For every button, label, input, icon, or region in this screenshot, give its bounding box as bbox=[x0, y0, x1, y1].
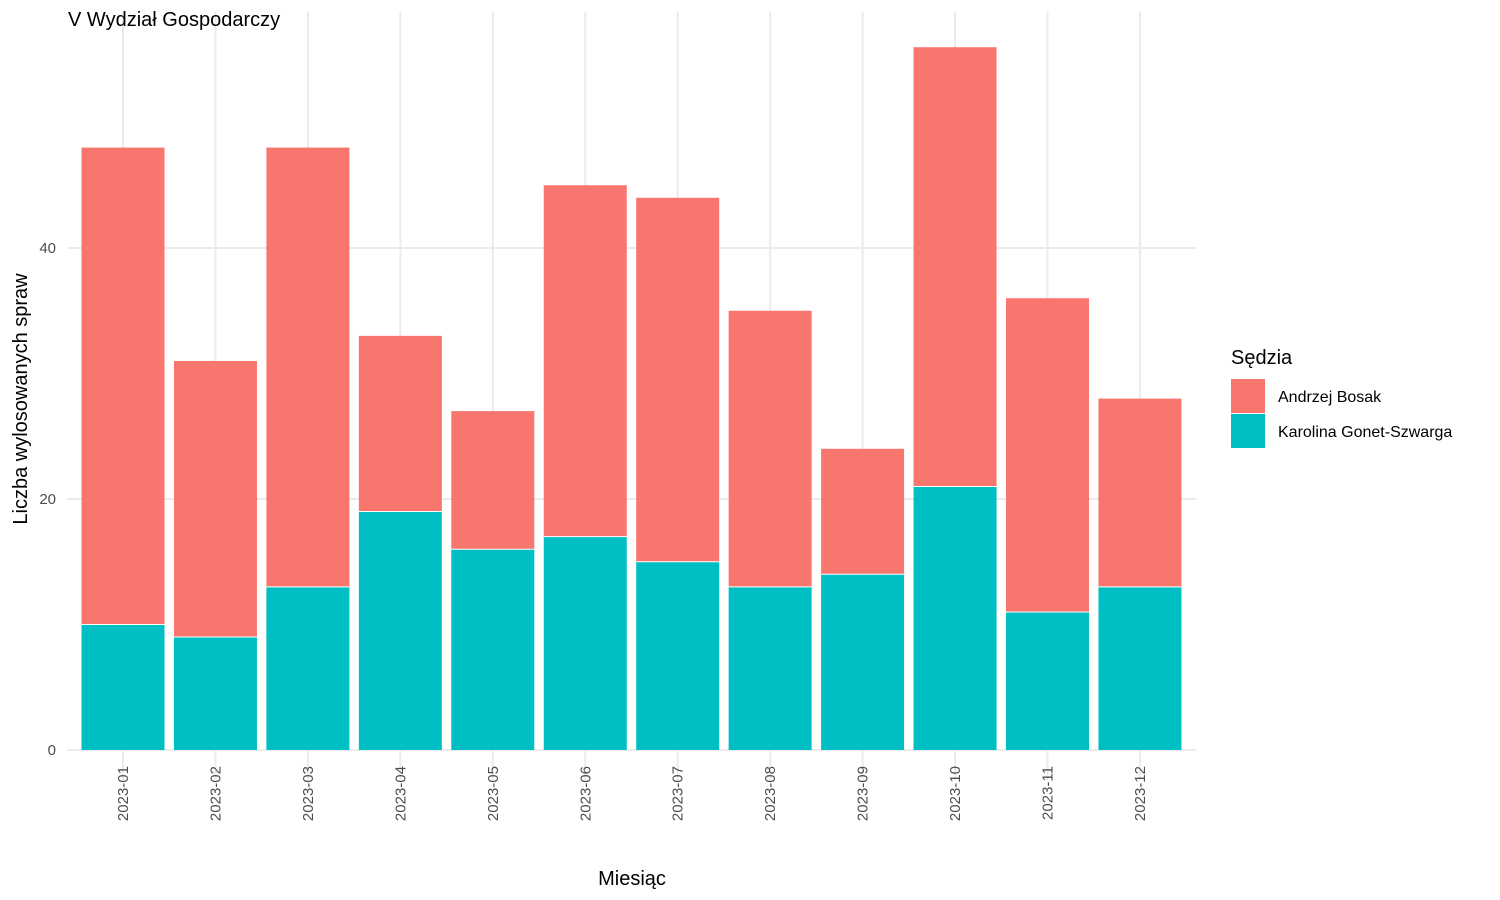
bar-segment-karolina-gonet-szwarga bbox=[173, 637, 257, 750]
x-tick-label: 2023-10 bbox=[947, 766, 964, 821]
bar-segment-karolina-gonet-szwarga bbox=[81, 624, 165, 750]
bar-segment-andrzej-bosak bbox=[451, 411, 535, 550]
y-axis-title: Liczba wylosowanych spraw bbox=[10, 273, 32, 525]
bar-segment-andrzej-bosak bbox=[81, 147, 165, 625]
bar-segment-andrzej-bosak bbox=[728, 310, 812, 587]
bar-segment-karolina-gonet-szwarga bbox=[636, 561, 720, 750]
bar-segment-andrzej-bosak bbox=[266, 147, 350, 587]
x-tick-label: 2023-03 bbox=[300, 766, 317, 821]
bar-segment-andrzej-bosak bbox=[543, 185, 627, 537]
x-axis-ticks: 2023-01 2023-02 2023-03 2023-04 2023-05 2023-… bbox=[115, 766, 1149, 821]
bar-segment-karolina-gonet-szwarga bbox=[543, 536, 627, 750]
x-tick-label: 2023-06 bbox=[577, 766, 594, 821]
bar-segment-karolina-gonet-szwarga bbox=[266, 586, 350, 750]
legend: Sędzia Andrzej Bosak Karolina Gonet-Szwar… bbox=[1231, 347, 1452, 448]
bar-segment-andrzej-bosak bbox=[173, 360, 257, 638]
bar-segment-karolina-gonet-szwarga bbox=[728, 586, 812, 750]
legend-title: Sędzia bbox=[1231, 347, 1293, 369]
chart-title: V Wydział Gospodarczy bbox=[68, 9, 280, 31]
x-tick-label: 2023-09 bbox=[855, 766, 872, 821]
x-tick-label: 2023-05 bbox=[485, 766, 502, 821]
legend-label: Karolina Gonet-Szwarga bbox=[1278, 424, 1452, 441]
x-axis-title: Miesiąc bbox=[598, 868, 666, 890]
bar-segment-andrzej-bosak bbox=[636, 197, 720, 562]
bar-segment-karolina-gonet-szwarga bbox=[913, 486, 997, 750]
y-tick-label: 40 bbox=[39, 240, 56, 257]
y-tick-label: 20 bbox=[39, 491, 56, 508]
x-tick-label: 2023-07 bbox=[670, 766, 687, 821]
x-tick-label: 2023-11 bbox=[1040, 766, 1057, 820]
bar-segment-karolina-gonet-szwarga bbox=[358, 511, 442, 750]
bar-segment-karolina-gonet-szwarga bbox=[821, 574, 905, 750]
x-tick-label: 2023-12 bbox=[1132, 766, 1149, 821]
legend-label: Andrzej Bosak bbox=[1278, 389, 1382, 406]
bar-segment-andrzej-bosak bbox=[821, 448, 905, 575]
bar-segment-andrzej-bosak bbox=[913, 47, 997, 487]
bar-segment-karolina-gonet-szwarga bbox=[1098, 586, 1182, 750]
y-axis-ticks: 0 20 40 bbox=[39, 240, 56, 759]
legend-swatch bbox=[1231, 379, 1265, 413]
x-tick-label: 2023-02 bbox=[207, 766, 224, 821]
bars bbox=[81, 47, 1182, 750]
bar-segment-andrzej-bosak bbox=[358, 335, 442, 512]
legend-swatch bbox=[1231, 414, 1265, 448]
x-tick-label: 2023-04 bbox=[392, 766, 409, 821]
y-tick-label: 0 bbox=[48, 742, 56, 759]
x-tick-label: 2023-01 bbox=[115, 766, 132, 821]
bar-segment-karolina-gonet-szwarga bbox=[1006, 611, 1089, 750]
bar-segment-andrzej-bosak bbox=[1006, 298, 1089, 612]
legend-items: Andrzej Bosak Karolina Gonet-Szwarga bbox=[1231, 379, 1452, 448]
x-tick-label: 2023-08 bbox=[762, 766, 779, 821]
bar-segment-karolina-gonet-szwarga bbox=[451, 549, 535, 750]
bar-segment-andrzej-bosak bbox=[1098, 398, 1182, 587]
